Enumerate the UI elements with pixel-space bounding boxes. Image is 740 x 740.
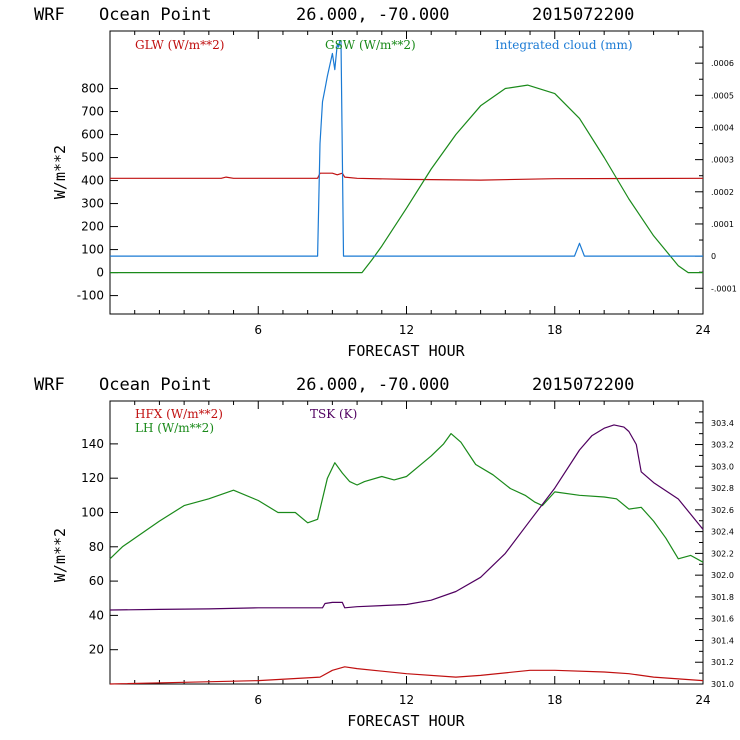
y2-tick-label: .0005	[711, 91, 734, 100]
panel1-series-lines	[110, 39, 704, 274]
y2-tick-label: 301.2	[711, 658, 734, 667]
panel2-title-location: Ocean Point	[99, 375, 212, 395]
legend-gsw: GSW (W/m**2)	[325, 38, 416, 52]
x-tick-label: 12	[399, 693, 414, 707]
y-tick-label: 300	[81, 197, 104, 211]
y-tick-label: 400	[81, 174, 104, 188]
y-tick-label: 700	[81, 105, 104, 119]
y2-tick-label: .0001	[711, 220, 734, 229]
panel2-ticks: 6 12 18 24 20 40 60 80 100 120 140 301.0 301.2 301.4 3…	[81, 401, 734, 707]
y2-tick-label: 303.0	[711, 462, 734, 471]
y2-tick-label: 303.4	[711, 419, 734, 428]
y-tick-label: 60	[89, 574, 104, 588]
lh-series-line	[109, 433, 704, 563]
x-tick-label: 6	[254, 323, 262, 337]
y-tick-label: 140	[81, 437, 104, 451]
y-tick-label: 100	[81, 505, 104, 519]
y-tick-label: 40	[89, 608, 104, 622]
legend-glw: GLW (W/m**2)	[135, 38, 224, 52]
y2-tick-label: 301.4	[711, 636, 734, 645]
integrated-series-line	[110, 39, 703, 257]
y-tick-label: -100	[77, 289, 104, 303]
y-tick-label: 80	[89, 540, 104, 554]
y2-tick-label: 302.2	[711, 549, 734, 558]
panel2-x-axis-label: FORECAST HOUR	[347, 712, 465, 730]
glw-gsw-cloud-panel: WRF Ocean Point 26.000, -70.000 20150722…	[34, 5, 737, 360]
y-tick-label: 600	[81, 128, 104, 142]
x-tick-label: 18	[547, 693, 562, 707]
glw-series-line	[110, 172, 704, 181]
y-tick-label: 200	[81, 220, 104, 234]
y2-tick-label: 302.4	[711, 528, 734, 537]
panel2-title-coords: 26.000, -70.000	[296, 375, 450, 395]
y2-tick-label: 302.6	[711, 506, 734, 515]
panel2-plot-frame	[109, 400, 704, 685]
hfx-lh-tsk-panel: WRF Ocean Point 26.000, -70.000 20150722…	[34, 375, 734, 730]
y-tick-label: 120	[81, 471, 104, 485]
y-tick-label: 800	[81, 82, 104, 96]
legend-cloud: Integrated cloud (mm)	[495, 38, 633, 52]
panel1-title-location: Ocean Point	[99, 5, 212, 25]
y2-tick-label: .0002	[711, 188, 734, 197]
panel2-series-lines	[109, 424, 704, 685]
panel2-title-date: 2015072200	[532, 375, 634, 395]
y2-tick-label: 0	[711, 252, 716, 261]
panel1-title-model: WRF	[34, 5, 65, 25]
x-tick-label: 24	[695, 323, 710, 337]
panel1-title-coords: 26.000, -70.000	[296, 5, 450, 25]
y-tick-label: 100	[81, 243, 104, 257]
y2-tick-label: 302.0	[711, 571, 734, 580]
panel1-ticks: 6 12 18 24 -100 0 100 200 300 400 500 600 700 800 -.00…	[77, 31, 737, 337]
y-tick-label: 0	[96, 266, 104, 280]
y2-tick-label: 302.8	[711, 484, 734, 493]
x-tick-label: 18	[547, 323, 562, 337]
legend-lh: LH (W/m**2)	[135, 421, 214, 435]
panel2-y-axis-label: W/m**2	[51, 528, 69, 582]
panel2-title-model: WRF	[34, 375, 65, 395]
y2-tick-label: 303.2	[711, 441, 734, 450]
panel1-plot-frame	[109, 30, 704, 315]
legend-hfx: HFX (W/m**2)	[135, 407, 223, 421]
legend-tsk: TSK (K)	[310, 407, 357, 421]
y2-tick-label: 301.8	[711, 593, 734, 602]
panel1-y-axis-label: W/m**2	[51, 145, 69, 199]
y2-tick-label: .0004	[711, 123, 734, 132]
x-tick-label: 6	[254, 693, 262, 707]
y-tick-label: 500	[81, 151, 104, 165]
gsw-series-line	[110, 84, 703, 274]
y2-tick-label: .0006	[711, 59, 734, 68]
x-tick-label: 24	[695, 693, 710, 707]
x-tick-label: 12	[399, 323, 414, 337]
tsk-series-line	[109, 424, 704, 611]
y2-tick-label: 301.0	[711, 680, 734, 689]
y-tick-label: 20	[89, 643, 104, 657]
y2-tick-label: -.0001	[711, 284, 737, 293]
panel1-x-axis-label: FORECAST HOUR	[347, 342, 465, 360]
y2-tick-label: 301.6	[711, 615, 734, 624]
panel1-title-date: 2015072200	[532, 5, 634, 25]
y2-tick-label: .0003	[711, 156, 734, 165]
hfx-series-line	[109, 666, 704, 685]
